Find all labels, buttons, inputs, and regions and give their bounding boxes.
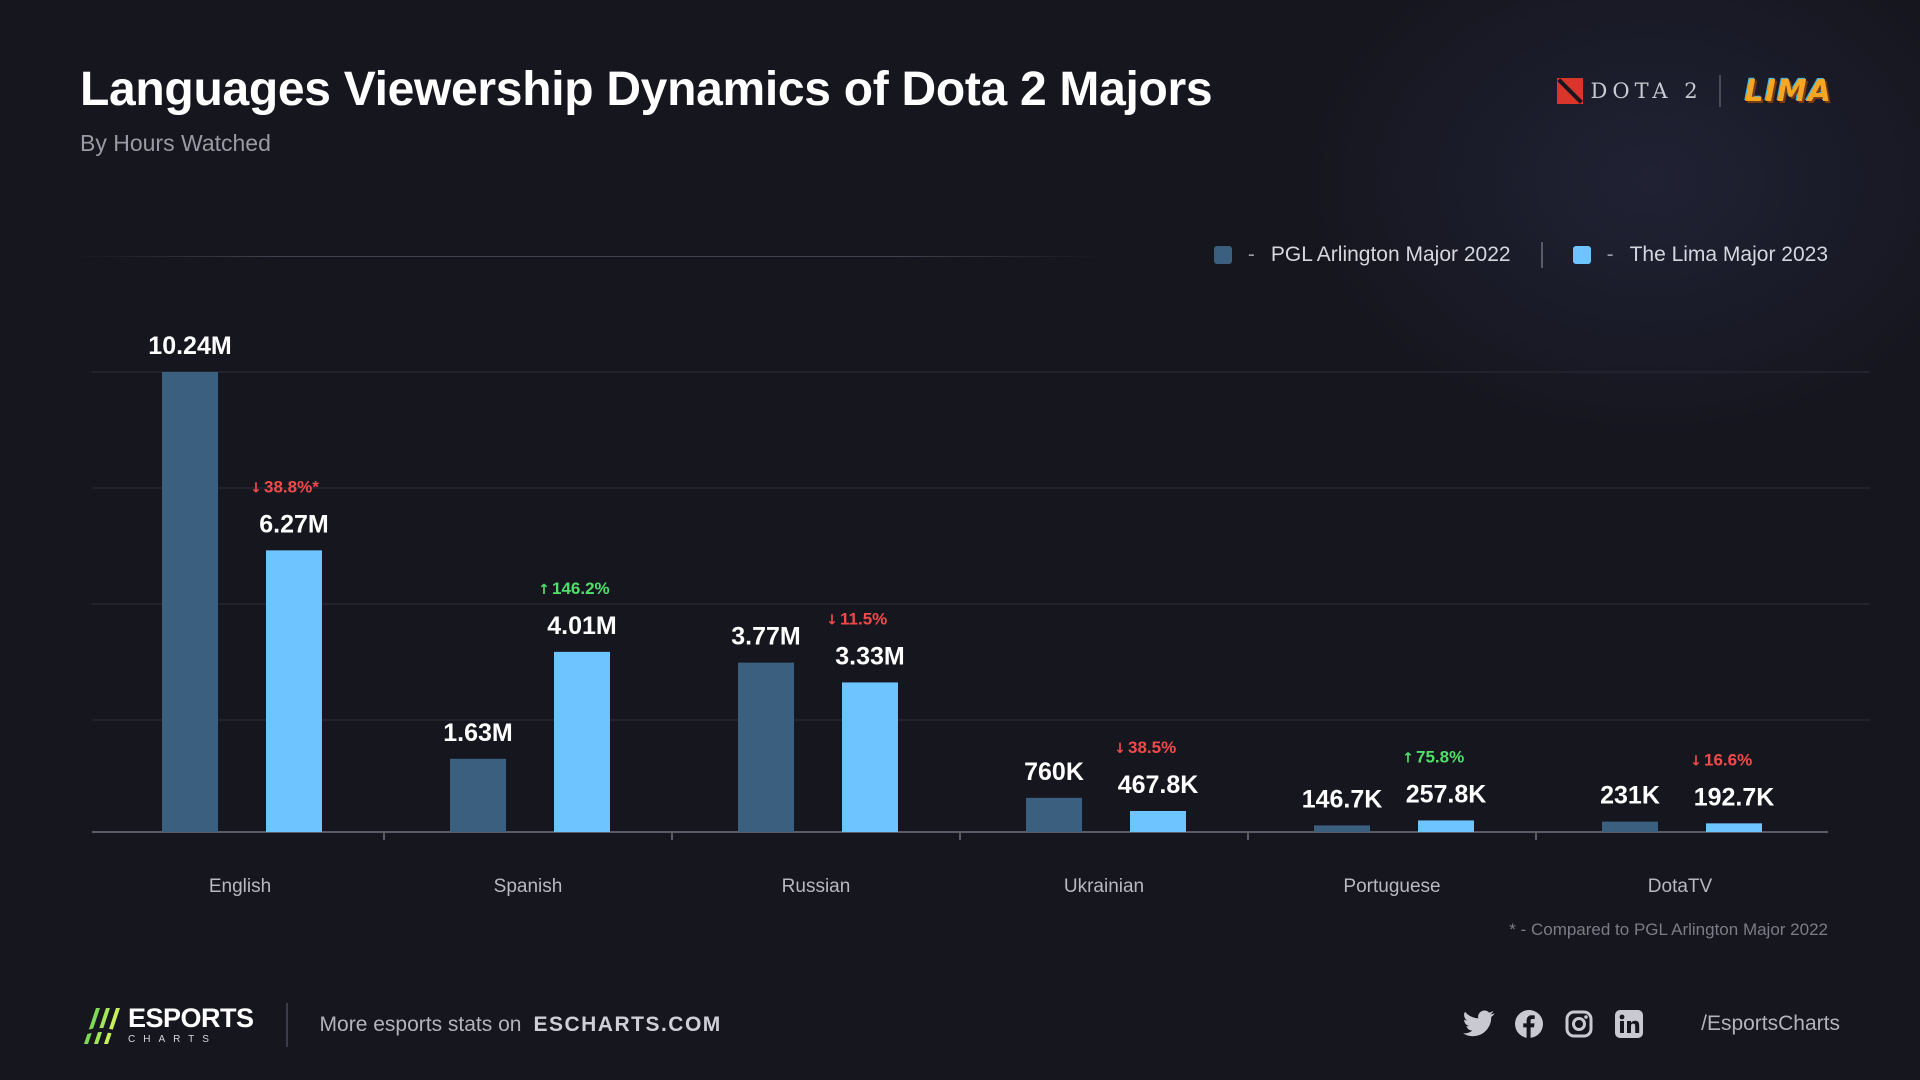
bar-lima xyxy=(1130,810,1186,832)
dota2-logo: DOTA 2 xyxy=(1556,78,1703,104)
arrow-down-icon: ↓ xyxy=(250,480,262,496)
change-label: 11.5% xyxy=(840,609,887,628)
bar-lima xyxy=(1418,820,1474,832)
bar-lima xyxy=(554,651,610,832)
legend-swatch-arlington xyxy=(1213,246,1232,264)
legend-label-arlington: PGL Arlington Major 2022 xyxy=(1270,243,1511,266)
arrow-up-icon: ↑ xyxy=(1402,750,1414,766)
chart-legend: - PGL Arlington Major 2022 - The Lima Ma… xyxy=(1213,240,1828,270)
bar-arlington xyxy=(1314,825,1370,832)
x-tick-label: Ukrainian xyxy=(1064,876,1144,897)
x-tick-label: Russian xyxy=(782,876,851,897)
x-tick-label: DotaTV xyxy=(1648,876,1713,897)
arrow-down-icon: ↓ xyxy=(1114,741,1126,757)
data-label: 10.24M xyxy=(148,332,231,360)
bar-lima xyxy=(266,550,322,832)
data-label: 192.7K xyxy=(1694,783,1775,811)
x-tick-label: Portuguese xyxy=(1343,876,1440,897)
chart-subtitle: By Hours Watched xyxy=(80,130,271,156)
change-label: 38.8%* xyxy=(264,477,319,496)
legend-dash: - xyxy=(1606,243,1614,266)
data-label: 3.77M xyxy=(731,623,800,651)
dota2-logo-text: DOTA 2 xyxy=(1590,79,1703,103)
footer-site-link[interactable]: ESCHARTS.COM xyxy=(533,1013,722,1036)
footer-separator xyxy=(285,1003,288,1047)
bar-lima xyxy=(842,682,898,832)
bar-arlington xyxy=(1026,797,1082,832)
bar-arlington xyxy=(738,662,794,832)
legend-dash: - xyxy=(1247,243,1255,266)
twitter-icon[interactable] xyxy=(1463,1008,1495,1040)
data-label: 1.63M xyxy=(443,719,512,747)
data-label: 760K xyxy=(1024,758,1084,786)
linkedin-icon[interactable] xyxy=(1613,1008,1645,1040)
legend-item-arlington: - PGL Arlington Major 2022 xyxy=(1213,243,1511,267)
social-links: /EsportsCharts xyxy=(1463,1006,1840,1042)
arrow-down-icon: ↓ xyxy=(826,612,838,628)
legend-item-lima: - The Lima Major 2023 xyxy=(1572,243,1828,267)
x-tick-label: English xyxy=(209,876,271,897)
legend-separator xyxy=(1540,242,1543,268)
bar-arlington xyxy=(1602,821,1658,832)
chart-footnote: * - Compared to PGL Arlington Major 2022 xyxy=(1509,920,1828,939)
header-divider xyxy=(72,256,1102,257)
footer-tagline: More esports stats on xyxy=(319,1013,522,1036)
change-label: 75.8% xyxy=(1416,747,1464,766)
arrow-up-icon: ↑ xyxy=(538,582,550,598)
data-label: 467.8K xyxy=(1118,771,1199,799)
bar-arlington xyxy=(162,372,218,832)
x-tick-label: Spanish xyxy=(494,876,563,897)
data-label: 4.01M xyxy=(547,612,616,640)
change-label: 38.5% xyxy=(1128,738,1176,757)
data-label: 6.27M xyxy=(259,510,328,538)
chart-title: Languages Viewership Dynamics of Dota 2 … xyxy=(80,63,1213,116)
dota2-icon xyxy=(1556,78,1583,104)
logo-separator xyxy=(1718,75,1721,107)
data-label: 231K xyxy=(1600,782,1660,810)
event-logos: DOTA 2 LIMA xyxy=(1556,66,1840,116)
data-label: 146.7K xyxy=(1302,785,1383,813)
social-handle[interactable]: /EsportsCharts xyxy=(1701,1012,1840,1035)
change-label: 146.2% xyxy=(552,579,610,598)
lima-major-logo: LIMA xyxy=(1744,73,1832,109)
legend-label-lima: The Lima Major 2023 xyxy=(1629,243,1828,266)
brand-name: ESPORTS xyxy=(128,1003,254,1033)
facebook-icon[interactable] xyxy=(1513,1008,1545,1040)
instagram-icon[interactable] xyxy=(1563,1008,1595,1040)
data-label: 257.8K xyxy=(1406,780,1487,808)
esports-charts-logo-icon xyxy=(82,1008,120,1044)
esports-charts-brand: ESPORTS CHARTS More esports stats on ESC… xyxy=(80,1000,722,1050)
bar-lima xyxy=(1706,823,1762,832)
bar-arlington xyxy=(450,758,506,832)
data-label: 3.33M xyxy=(835,642,904,670)
brand-subtitle: CHARTS xyxy=(128,1034,217,1045)
arrow-down-icon: ↓ xyxy=(1690,753,1702,769)
legend-swatch-lima xyxy=(1572,246,1591,264)
change-label: 16.6% xyxy=(1704,750,1752,769)
